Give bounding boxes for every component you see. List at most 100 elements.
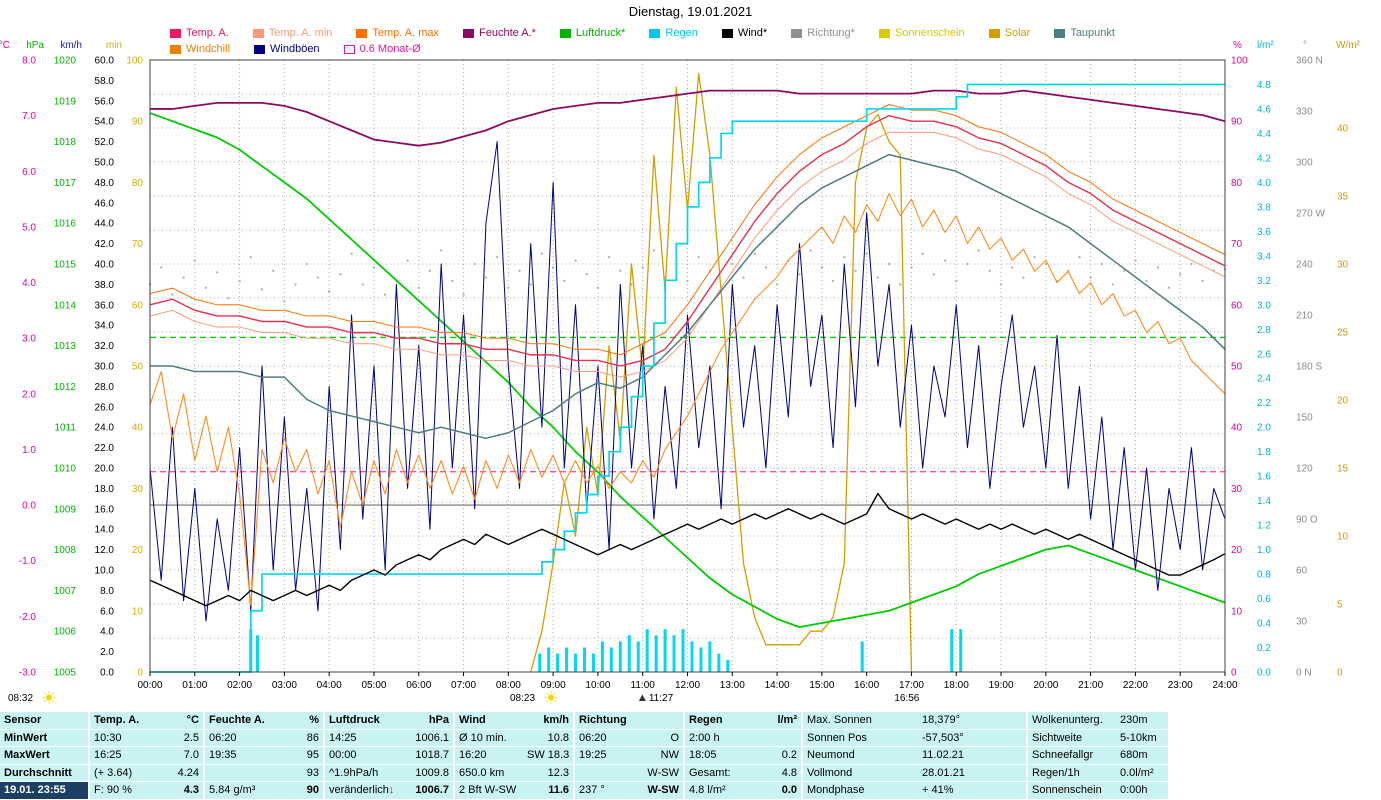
series-temp	[149, 114, 1226, 367]
axis-tick-label: 0	[1231, 668, 1237, 679]
x-tick-label: 16:00	[854, 680, 879, 691]
sun-time-label: 08:32	[8, 693, 33, 704]
axis-tick-label: 26.0	[95, 402, 115, 413]
x-tick-label: 01:00	[182, 680, 207, 691]
axis-tick-label: 30.0	[95, 362, 115, 373]
x-tick-label: 21:00	[1078, 680, 1103, 691]
axis-tick-label: 4.0	[22, 278, 36, 289]
axis-tick-label: 32.0	[95, 341, 115, 352]
axis-tick-label: 3.4	[1257, 251, 1271, 262]
cell-value: 1006.1	[403, 729, 455, 748]
axis-tick-label: 1015	[54, 260, 77, 271]
rain-bar	[591, 653, 595, 672]
column-header: Regen	[685, 712, 749, 730]
axis-tick-label: 4.4	[1257, 129, 1271, 140]
axis-tick-label: 4.6	[1257, 104, 1271, 115]
axis-tick-label: 40.0	[95, 260, 115, 271]
cell-value: 1009.8	[403, 764, 455, 783]
axis-tick-label: 48.0	[95, 178, 115, 189]
falling-arrow-icon: ↓	[388, 784, 395, 797]
cell-value: 4.8	[749, 764, 803, 783]
x-tick-label: 20:00	[1033, 680, 1058, 691]
x-tick-label: 19:00	[989, 680, 1014, 691]
axis-tick-label: 58.0	[95, 76, 115, 87]
axis-tick-label: 1.8	[1257, 447, 1271, 458]
x-tick-label: 22:00	[1123, 680, 1148, 691]
axis-tick-label: 30	[1231, 484, 1243, 495]
legend-item: Feuchte A.*	[463, 27, 536, 39]
series-regen-summe	[150, 83, 1225, 673]
cell-time: 650.0 km	[455, 764, 523, 783]
info-value: 11.02.21	[918, 747, 1028, 765]
info-value: 680m	[1116, 747, 1168, 765]
axis-tick-label: 50	[132, 362, 144, 373]
cell-time: 4.8 l/m²	[685, 782, 749, 800]
axis-tick-label: 56.0	[95, 96, 115, 107]
cell-time: 00:00	[325, 747, 403, 765]
axis-tick-label: 16.0	[95, 504, 115, 515]
axis-tick-label: 1018	[54, 137, 77, 148]
legend-label: Wind*	[737, 27, 768, 39]
axis-c: °C 8.0 7.0 6.0 5.0 4.0 3.0 2.0 1.0 0.0 -1.0 -2.0 -3.…	[0, 40, 36, 679]
cell-value: W-SW	[635, 782, 685, 800]
axis-tick-label: 180 S	[1296, 362, 1322, 373]
axis-tick-label: 2.0	[1257, 423, 1271, 434]
cell-time: 16:25	[90, 747, 152, 765]
axis-tick-label: 1011	[54, 423, 76, 434]
rain-bar	[565, 647, 569, 672]
axis-tick-label: 1.0	[22, 445, 36, 456]
reference-lines	[150, 336, 1225, 506]
axis-tick-label: 360 N	[1296, 56, 1323, 67]
series-temp-min	[149, 131, 1226, 378]
legend-marker-icon	[170, 44, 181, 54]
legend-marker-icon	[254, 44, 266, 54]
row-label: Sensor	[0, 712, 90, 730]
x-tick-label: 15:00	[809, 680, 834, 691]
axis-tick-label: 1007	[54, 586, 77, 597]
series-luftdruck	[149, 112, 1226, 629]
x-tick-label: 17:00	[899, 680, 924, 691]
cell-value: 4.24	[152, 764, 205, 783]
axis-tick-label: 40	[132, 423, 144, 434]
axis-tick-label: 1010	[54, 464, 77, 475]
series-richtung	[148, 249, 1227, 303]
legend-item: Sonnenschein	[878, 27, 965, 39]
axis-kmh: km/h 60.0 58.0 56.0 54.0 52.0 50.0 48.0 46.0 44.0…	[60, 40, 114, 679]
axis-tick-label: 22.0	[95, 443, 115, 454]
axis-tick-label: 44.0	[95, 219, 115, 230]
cell-time: ^1.9hPa/h	[325, 764, 403, 783]
rain-bar	[618, 641, 622, 672]
info-label: Max. Sonnen	[803, 712, 918, 730]
x-tick-label: 24:00	[1212, 680, 1237, 691]
legend-label: Taupunkt	[1070, 27, 1115, 39]
cell-time: 19:25	[575, 747, 635, 765]
cell-value: 0.2	[749, 747, 803, 765]
cell-time	[575, 764, 635, 783]
legend-item: Luftdruck*	[559, 27, 625, 39]
column-unit: l/m²	[749, 712, 803, 730]
x-tick-label: 05:00	[361, 680, 386, 691]
column-header: Luftdruck	[325, 712, 403, 730]
column-unit: %	[272, 712, 325, 730]
legend-item: Temp. A.	[170, 27, 229, 39]
cell-value: 1006.7	[403, 782, 455, 800]
cell-value: W-SW	[635, 764, 685, 783]
legend-item: Windchill	[170, 43, 230, 55]
axis-tick-label: 4.8	[1257, 80, 1271, 91]
axis-tick-label: 2.0	[100, 647, 114, 658]
axis-tick-label: 3.6	[1257, 227, 1271, 238]
rain-bar	[654, 635, 658, 672]
axis-tick-label: 28.0	[95, 382, 115, 393]
column-unit	[635, 712, 685, 730]
x-tick-label: 07:00	[451, 680, 476, 691]
x-tick-label: 13:00	[720, 680, 745, 691]
rain-bar	[708, 641, 712, 672]
axis-tick-label: 4.2	[1257, 153, 1271, 164]
axis-tick-label: 0.8	[1257, 570, 1271, 581]
cell-time: 06:20	[205, 729, 272, 748]
legend-label: Windböen	[270, 43, 320, 55]
axis-tick-label: 0	[1337, 668, 1343, 679]
rain-bar	[636, 641, 640, 672]
legend-marker-icon	[1054, 28, 1066, 38]
